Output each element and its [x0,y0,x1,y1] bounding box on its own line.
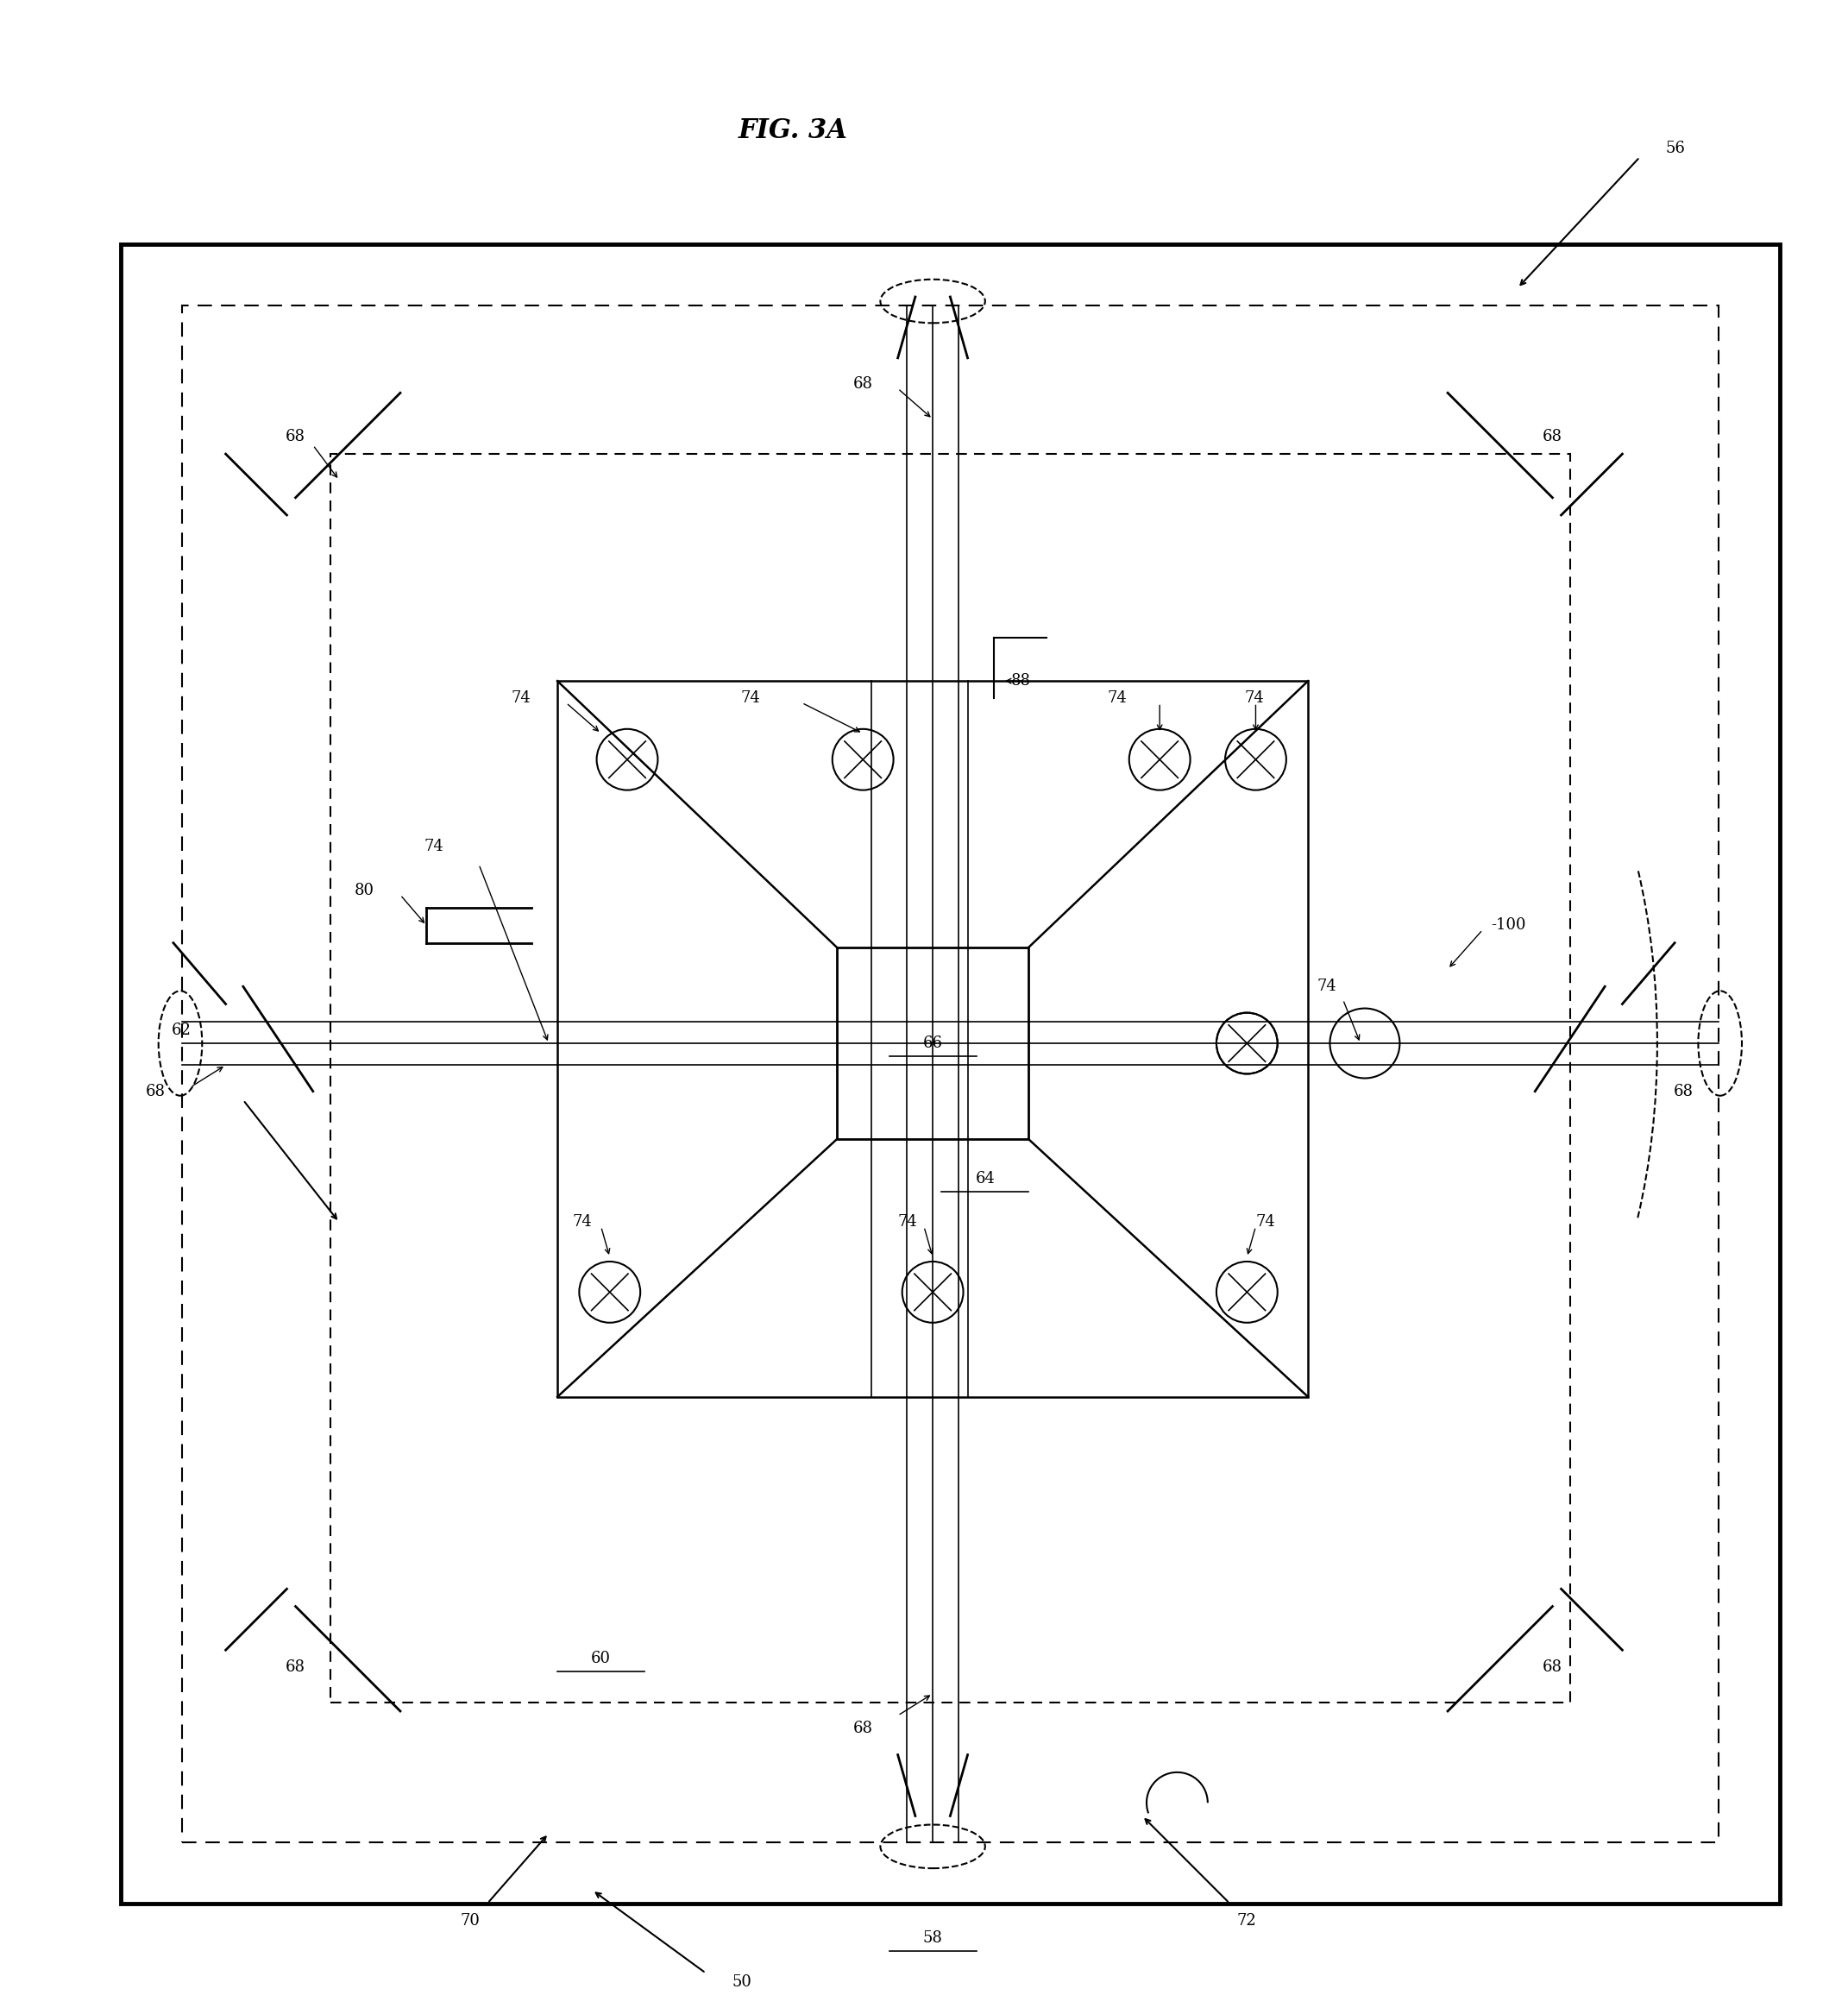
Text: -100: -100 [1491,918,1526,934]
Text: 68: 68 [286,1661,305,1675]
Text: 56: 56 [1665,141,1685,157]
Text: 68: 68 [854,1721,872,1737]
Text: 62: 62 [172,1022,190,1038]
Text: 74: 74 [1318,978,1336,994]
Text: 64: 64 [976,1171,994,1187]
Text: 68: 68 [1543,1661,1562,1675]
Text: 68: 68 [286,430,305,444]
Text: 88: 88 [1011,673,1031,689]
Text: 74: 74 [898,1215,917,1231]
Text: 74: 74 [573,1215,593,1231]
Text: 68: 68 [854,375,872,392]
Text: 72: 72 [1236,1914,1257,1928]
Text: 68: 68 [1543,430,1562,444]
Text: 74: 74 [512,691,530,707]
Text: 50: 50 [732,1974,752,1990]
Text: 68: 68 [1674,1084,1693,1098]
Text: FIG. 3A: FIG. 3A [739,118,848,145]
Text: 58: 58 [922,1930,942,1946]
Text: 74: 74 [1246,691,1264,707]
Text: 70: 70 [460,1914,480,1928]
Text: 74: 74 [741,691,760,707]
Text: 74: 74 [425,839,444,855]
Text: 80: 80 [355,884,373,898]
Text: 60: 60 [591,1651,612,1667]
Text: 74: 74 [1107,691,1127,707]
Text: 66: 66 [922,1036,942,1050]
Text: 74: 74 [1255,1215,1275,1231]
Text: 68: 68 [146,1084,166,1098]
